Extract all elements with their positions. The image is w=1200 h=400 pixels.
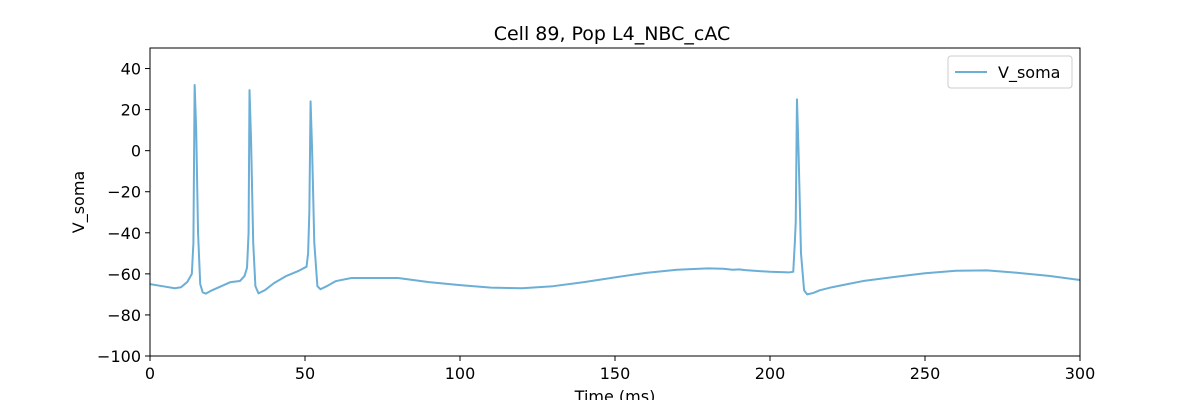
x-axis-label: Time (ms) — [574, 387, 656, 400]
legend-box — [947, 55, 1073, 89]
x-axis: 0 50 100 150 200 250 300 — [145, 356, 1095, 383]
y-tick-label: 20 — [121, 101, 141, 120]
x-tick-label: 100 — [445, 364, 476, 383]
y-tick-label: −60 — [107, 265, 141, 284]
series-line-v-soma — [150, 83, 1080, 296]
y-tick-label: −40 — [107, 224, 141, 243]
x-tick-label: 250 — [910, 364, 941, 383]
x-tick-label: 300 — [1065, 364, 1096, 383]
chart-title: Cell 89, Pop L4_NBC_cAC — [494, 23, 731, 45]
x-tick-label: 50 — [295, 364, 315, 383]
legend-label-v-soma: V_soma — [998, 63, 1060, 83]
y-tick-label: −100 — [97, 347, 141, 366]
y-axis: −100 −80 −60 −40 −20 0 20 40 — [97, 60, 150, 366]
plot-frame — [149, 47, 1081, 357]
y-tick-label: −20 — [107, 183, 141, 202]
y-axis-label: V_soma — [69, 171, 89, 233]
x-tick-label: 200 — [755, 364, 786, 383]
y-tick-label: 0 — [131, 142, 141, 161]
y-tick-label: −80 — [107, 306, 141, 325]
y-tick-label: 40 — [121, 60, 141, 79]
x-tick-label: 150 — [600, 364, 631, 383]
legend: V_soma — [947, 55, 1073, 89]
plot-area — [149, 47, 1081, 357]
x-tick-label: 0 — [145, 364, 155, 383]
